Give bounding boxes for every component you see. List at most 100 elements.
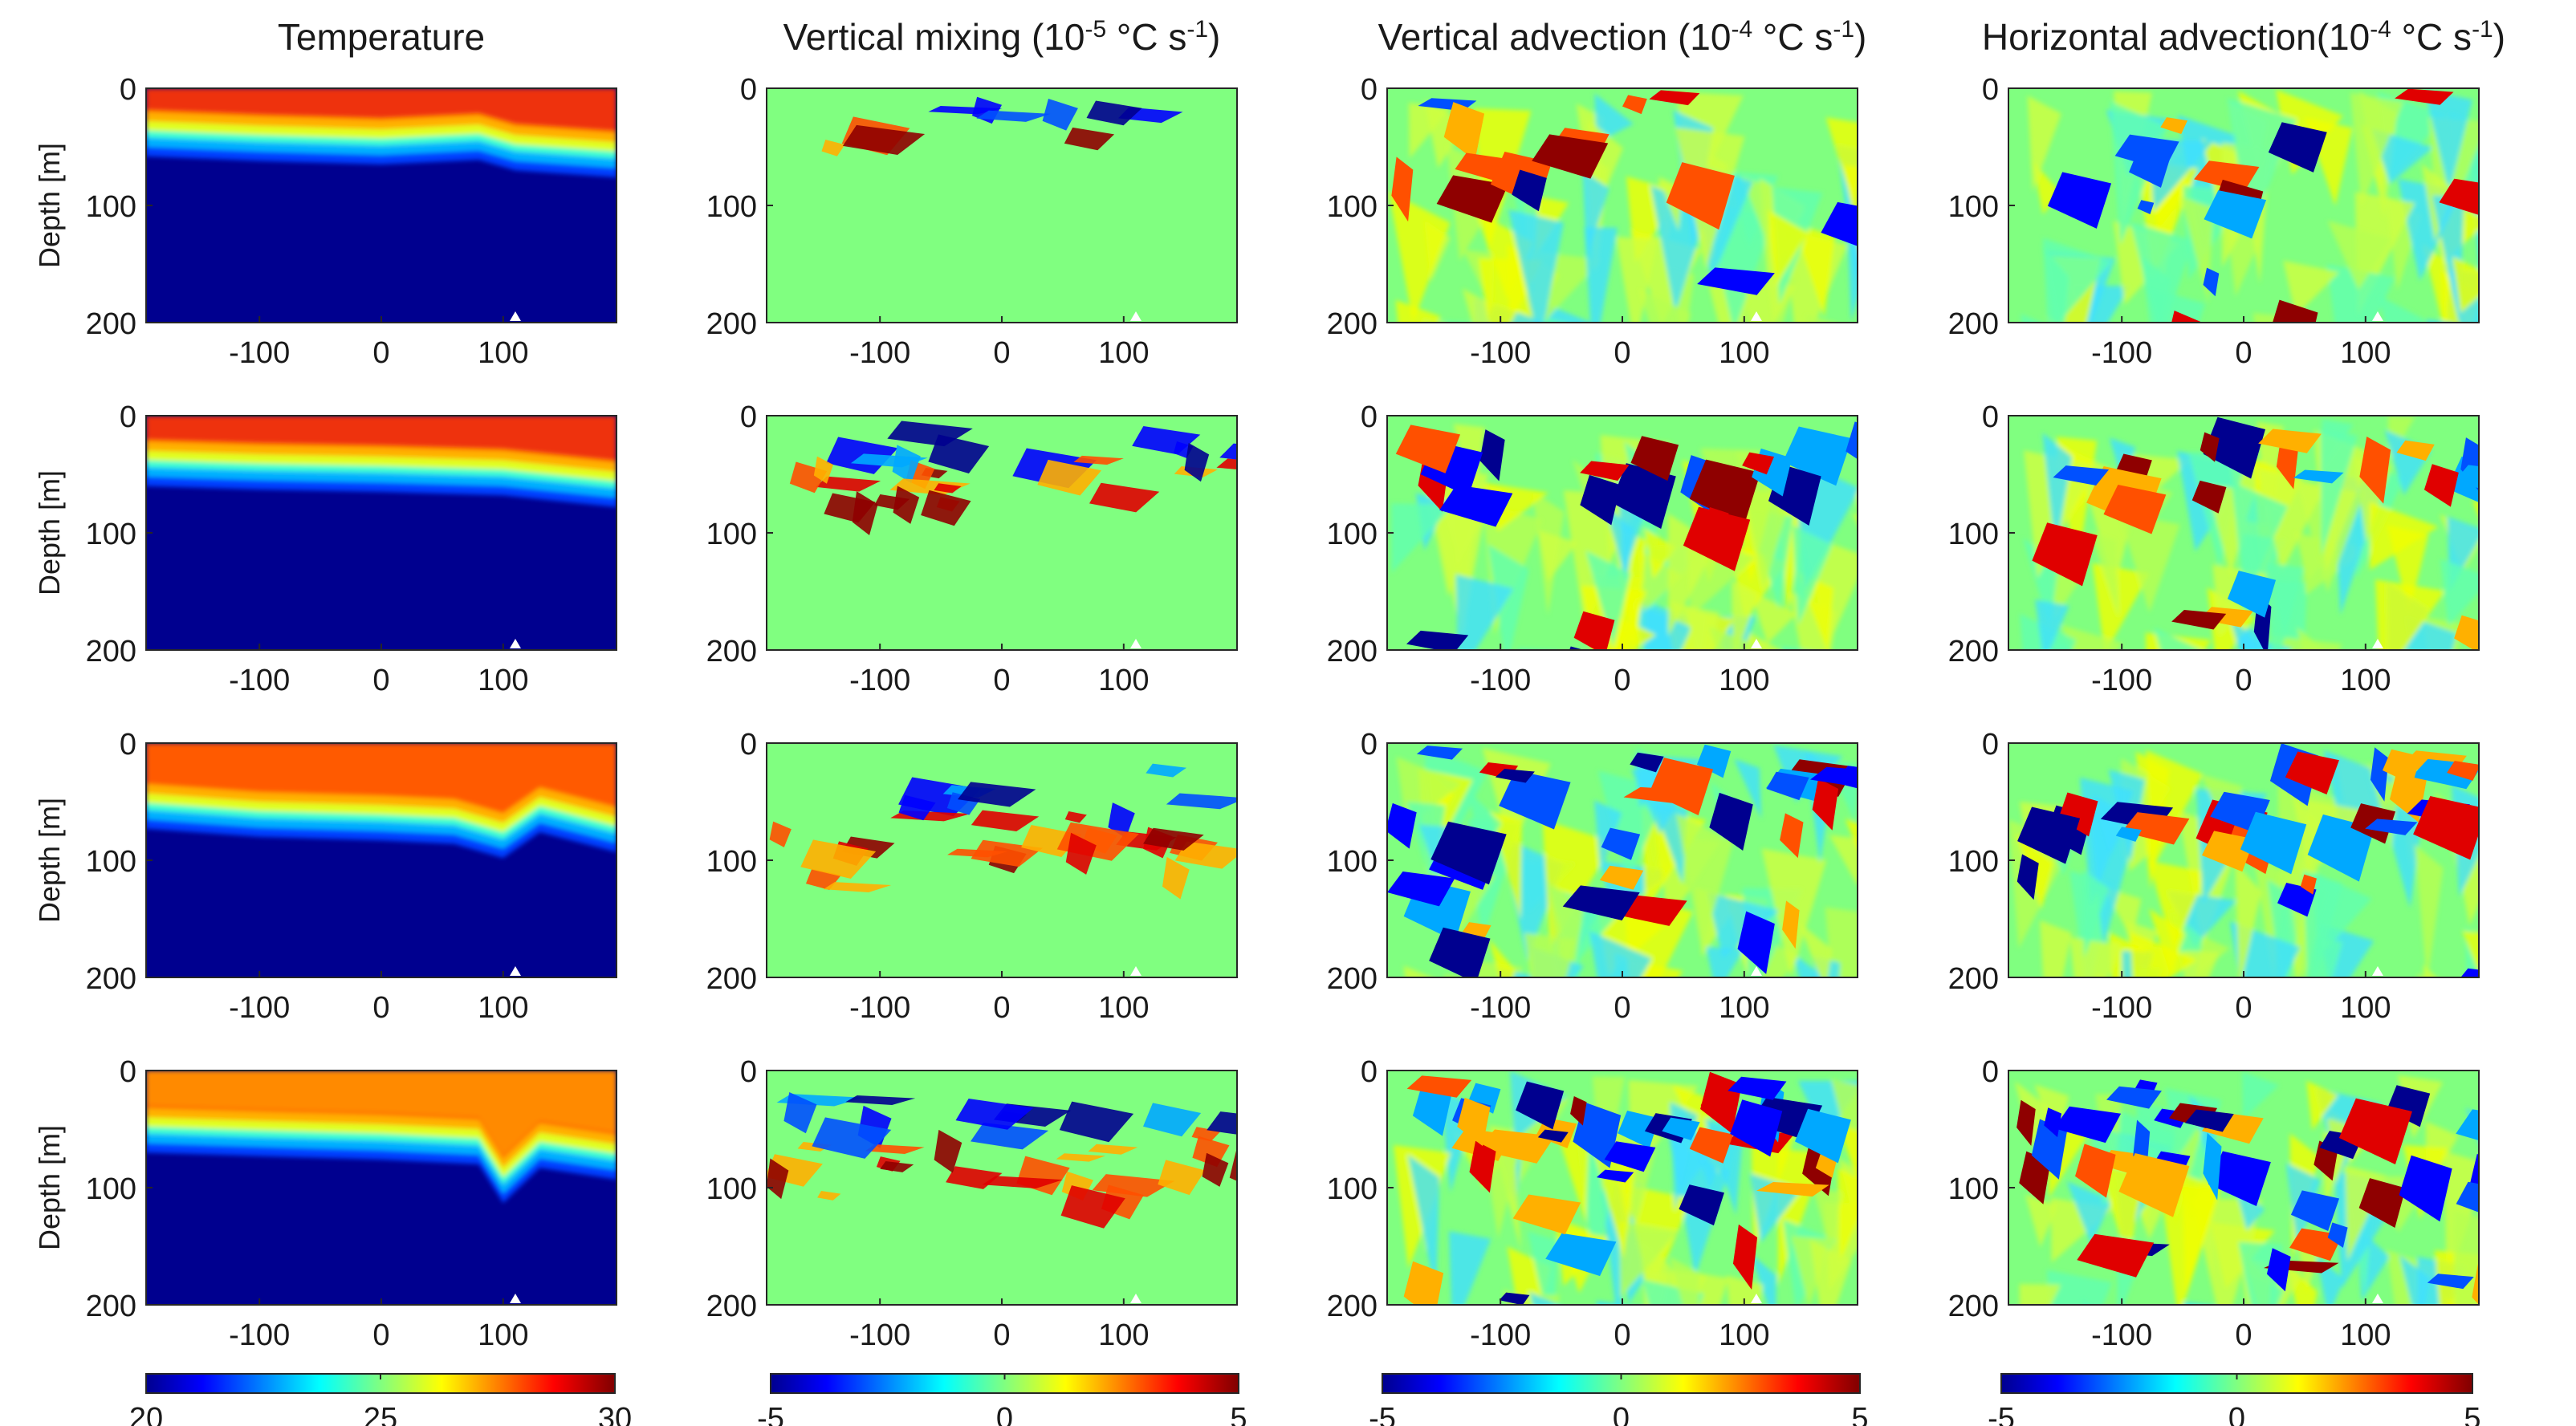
advection-anomaly-patch xyxy=(2277,883,2317,917)
advection-anomaly-patch xyxy=(1696,744,1732,778)
panel-c3-r3: 0 100 200 -100 0 100 xyxy=(1327,728,1858,1025)
title-main: Temperature xyxy=(278,16,485,58)
advection-anomaly-patch xyxy=(1499,1292,1530,1305)
advection-anomaly-patch xyxy=(2032,522,2098,587)
x-tick-label: 0 xyxy=(372,336,389,370)
panel-c2-r2: 0 100 200 -100 0 100 xyxy=(706,400,1238,697)
advection-patch xyxy=(2257,467,2326,573)
thermocline-band xyxy=(146,743,617,859)
surface-warm-layer xyxy=(146,88,617,131)
advection-anomaly-patch xyxy=(1387,871,1455,907)
mixing-anomaly-patch xyxy=(955,1098,1034,1130)
y-tick-label: 200 xyxy=(1327,1290,1378,1323)
advection-anomaly-patch xyxy=(2383,749,2422,785)
title-exponent: -4 xyxy=(2370,16,2391,43)
y-tick-label: 100 xyxy=(86,190,136,224)
advection-anomaly-patch xyxy=(1495,769,1535,783)
advection-anomaly-patch xyxy=(2290,1190,2340,1232)
advection-anomaly-patch xyxy=(1618,1110,1659,1149)
advection-anomaly-patch xyxy=(2268,122,2327,173)
x-tick-label: 100 xyxy=(2340,991,2391,1025)
advection-anomaly-patch xyxy=(2456,1181,2479,1213)
advection-anomaly-patch xyxy=(1545,1233,1617,1277)
advection-anomaly-patch xyxy=(2453,465,2479,489)
advection-anomaly-patch xyxy=(1455,152,1504,181)
x-tick-label: -100 xyxy=(849,1318,910,1352)
panel-field xyxy=(1387,88,1858,323)
mixing-anomaly-patch xyxy=(1216,458,1237,469)
x-tick-label: 100 xyxy=(2340,664,2391,697)
advection-anomaly-patch xyxy=(1570,1096,1587,1126)
colorbar-3: -5 0 5 xyxy=(1369,1373,1869,1426)
mixing-anomaly-patch xyxy=(1184,442,1210,482)
advection-anomaly-patch xyxy=(1467,1083,1501,1114)
advection-patch xyxy=(2432,195,2464,323)
y-axis-label: Depth [m] xyxy=(33,798,66,923)
advection-patch xyxy=(1585,550,1631,648)
y-tick-label: 0 xyxy=(1982,1055,1999,1089)
x-tick-label: 100 xyxy=(2340,336,2391,370)
column-title-3: Vertical advection (10-4 °C s-1) xyxy=(1378,16,1867,58)
mixing-anomaly-patch xyxy=(1064,811,1087,823)
mixing-anomaly-patch xyxy=(1229,1148,1237,1181)
advection-anomaly-patch xyxy=(1469,1140,1496,1193)
x-tick-label: -100 xyxy=(1470,991,1531,1025)
y-tick-label: 100 xyxy=(706,190,757,224)
advection-anomaly-patch xyxy=(1623,786,1697,804)
y-tick-label: 0 xyxy=(1982,728,1999,762)
x-tick-label: 100 xyxy=(1719,991,1769,1025)
y-tick-label: 200 xyxy=(706,962,757,996)
advection-patch xyxy=(2082,869,2110,958)
y-tick-label: 200 xyxy=(706,635,757,668)
y-tick-label: 0 xyxy=(120,728,136,762)
advection-patch xyxy=(1448,1231,1491,1305)
advection-patch xyxy=(2423,89,2473,193)
advection-anomaly-patch xyxy=(2439,178,2479,215)
column-title-2: Vertical mixing (10-5 °C s-1) xyxy=(783,16,1221,58)
x-tick-label: 0 xyxy=(1614,664,1630,697)
advection-patch xyxy=(2181,950,2220,977)
panel-c3-r2: 0 100 200 -100 0 100 xyxy=(1327,400,1858,697)
mixing-anomaly-patch xyxy=(957,782,1036,807)
panel-field xyxy=(2008,416,2479,650)
y-tick-label: 0 xyxy=(740,400,757,434)
advection-patch xyxy=(2148,860,2208,952)
advection-anomaly-patch xyxy=(2460,968,2479,977)
advection-patch xyxy=(1750,590,1797,644)
mixing-anomaly-patch xyxy=(1065,832,1097,875)
mixing-anomaly-patch xyxy=(1162,856,1190,900)
station-marker xyxy=(1750,1294,1762,1303)
advection-anomaly-patch xyxy=(2115,827,2142,842)
advection-anomaly-patch xyxy=(2200,432,2220,462)
advection-patch xyxy=(1582,170,1609,258)
y-tick-label: 0 xyxy=(120,400,136,434)
y-tick-label: 100 xyxy=(1327,518,1378,551)
mixing-anomaly-patch xyxy=(1042,98,1078,131)
advection-anomaly-patch xyxy=(2338,1098,2412,1164)
advection-patch xyxy=(2040,920,2072,977)
panel-c4-r2: 0 100 200 -100 0 100 xyxy=(1948,400,2480,697)
panel-field xyxy=(767,416,1237,650)
advection-anomaly-patch xyxy=(2016,854,2039,900)
advection-patch xyxy=(2066,1181,2113,1245)
x-tick-label: 0 xyxy=(372,664,389,697)
advection-patch xyxy=(1403,965,1432,977)
mixing-anomaly-patch xyxy=(1060,1185,1125,1229)
y-tick-label: 200 xyxy=(1948,307,1999,341)
title-unit: °C s xyxy=(1752,16,1833,58)
advection-patch xyxy=(2027,95,2061,193)
colorbar-tick-label: -5 xyxy=(1988,1402,2015,1426)
x-tick-label: 0 xyxy=(372,1318,389,1352)
advection-anomaly-patch xyxy=(2423,464,2459,507)
mixing-anomaly-patch xyxy=(767,1158,789,1200)
advection-anomaly-patch xyxy=(1700,1096,1720,1111)
advection-anomaly-patch xyxy=(1599,865,1644,890)
station-marker xyxy=(1750,311,1762,321)
advection-anomaly-patch xyxy=(2203,416,2265,479)
advection-anomaly-patch xyxy=(2194,160,2260,192)
title-unit-exponent: -1 xyxy=(1833,16,1854,43)
y-tick-label: 200 xyxy=(1327,307,1378,341)
advection-anomaly-patch xyxy=(2293,469,2344,484)
x-tick-label: -100 xyxy=(1470,336,1531,370)
advection-patch xyxy=(2042,433,2073,553)
